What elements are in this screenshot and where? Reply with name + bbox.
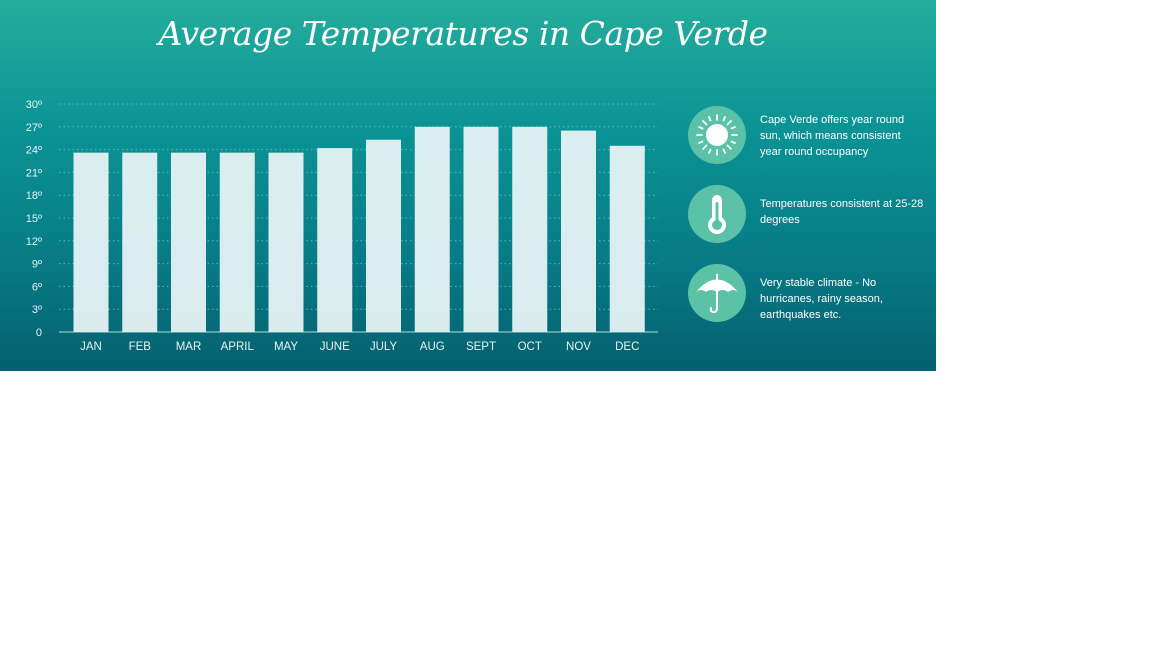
x-tick-label: SEPT <box>466 341 496 353</box>
y-tick-label: 12º <box>26 236 42 248</box>
bar-nov <box>561 130 596 332</box>
y-tick-label: 30º <box>26 99 42 111</box>
x-tick-label: NOV <box>566 341 591 353</box>
bar-sept <box>463 126 499 332</box>
y-tick-label: 27º <box>26 122 42 134</box>
thermometer-icon <box>688 185 746 243</box>
x-tick-label: JULY <box>370 341 398 353</box>
bar-feb <box>122 152 158 332</box>
x-tick-label: MAR <box>176 341 202 353</box>
x-tick-label: JUNE <box>320 341 350 353</box>
feature-thermometer: Temperatures consistent at 25-28 degrees <box>688 185 928 245</box>
x-tick-label: APRIL <box>221 341 255 353</box>
y-tick-label: 21º <box>26 167 42 179</box>
y-tick-label: 18º <box>26 190 42 202</box>
bar-dec <box>609 145 645 332</box>
y-tick-label: 0 <box>36 327 42 339</box>
x-tick-label: JAN <box>80 341 102 353</box>
y-tick-label: 24º <box>26 145 42 157</box>
bar-chart: 0 3º 6º 9º 12º 15º 18º 21º 24º 27º 30º JAN FEB MAR APR… <box>26 99 658 353</box>
x-tick-label: OCT <box>518 341 542 353</box>
feature-sun: Cape Verde offers year round sun, which … <box>688 106 928 166</box>
y-tick-label: 6º <box>32 281 42 293</box>
umbrella-icon <box>688 264 746 322</box>
bar-june <box>317 148 353 332</box>
x-tick-label: AUG <box>420 341 445 353</box>
feature-sun-text: Cape Verde offers year round sun, which … <box>760 114 905 158</box>
bar-april <box>219 152 255 332</box>
x-tick-label: FEB <box>129 341 152 353</box>
y-tick-label: 9º <box>32 259 42 271</box>
y-tick-label: 3º <box>32 304 42 316</box>
bar-jan <box>73 152 109 332</box>
bar-oct <box>512 126 548 332</box>
feature-umbrella-text: Very stable climate - No hurricanes, rai… <box>760 277 883 321</box>
infographic-banner: Average Temperatures in Cape Verde 0 3º 6º… <box>0 0 936 371</box>
y-tick-label: 15º <box>26 213 42 225</box>
bar-july <box>366 139 401 332</box>
bar-aug <box>414 126 450 332</box>
x-tick-label: DEC <box>615 341 639 353</box>
feature-thermometer-text: Temperatures consistent at 25-28 degrees <box>760 198 924 226</box>
feature-umbrella: Very stable climate - No hurricanes, rai… <box>688 264 928 324</box>
sun-icon <box>688 106 746 164</box>
x-tick-label: MAY <box>274 341 298 353</box>
bar-may <box>268 152 304 332</box>
bar-mar <box>171 152 206 332</box>
chart-title: Average Temperatures in Cape Verde <box>158 14 768 53</box>
